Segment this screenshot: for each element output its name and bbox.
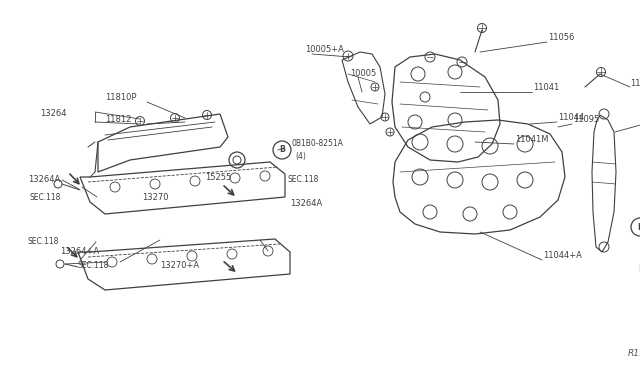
Text: B: B	[637, 222, 640, 231]
Text: 13264+A: 13264+A	[60, 247, 99, 257]
Text: FRONT: FRONT	[638, 266, 640, 275]
Text: 11041M: 11041M	[515, 135, 548, 144]
Text: 13264A: 13264A	[290, 199, 323, 208]
Text: 11812: 11812	[105, 115, 131, 125]
Text: 13270: 13270	[142, 192, 168, 202]
Text: 13264A: 13264A	[28, 176, 60, 185]
Text: R111005D: R111005D	[628, 349, 640, 358]
Text: SEC.118: SEC.118	[287, 174, 318, 183]
Text: 11810P: 11810P	[105, 93, 136, 102]
Text: (4): (4)	[295, 151, 306, 160]
Text: 11041: 11041	[533, 83, 559, 93]
Text: 0B1B0-8251A: 0B1B0-8251A	[292, 140, 344, 148]
Text: 11056: 11056	[548, 32, 574, 42]
Text: B: B	[279, 145, 285, 154]
Text: 11044+A: 11044+A	[543, 251, 582, 260]
Text: 10005+A: 10005+A	[305, 45, 344, 55]
Text: SEC.118: SEC.118	[28, 237, 60, 247]
Text: 13264: 13264	[40, 109, 67, 119]
Text: SEC.118: SEC.118	[78, 262, 109, 270]
Text: 11056: 11056	[630, 80, 640, 89]
Text: 11044: 11044	[558, 112, 584, 122]
Text: 13270+A: 13270+A	[160, 262, 199, 270]
Text: 15255: 15255	[205, 173, 231, 183]
Text: 10005: 10005	[350, 70, 376, 78]
Text: SEC.118: SEC.118	[30, 192, 61, 202]
Text: 11095: 11095	[573, 115, 599, 125]
